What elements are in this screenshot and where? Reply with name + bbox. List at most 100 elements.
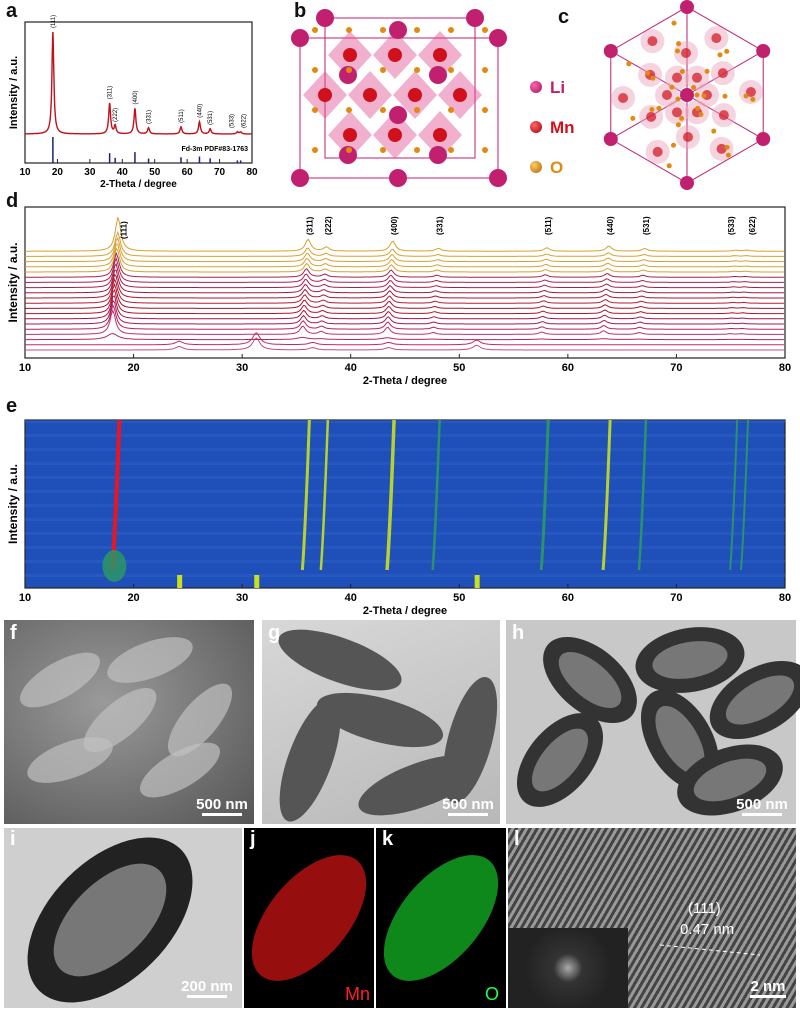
hrtem-spacing-label: 0.47 nm [680,921,735,938]
x-tick-label: 10 [19,167,31,178]
xrd-trace [25,256,784,283]
map-label-o: O [485,984,500,1004]
li-atom [466,9,484,27]
panel-label-l: l [514,828,520,850]
peak-label: (531) [642,216,651,235]
peak-label: (511) [179,109,185,123]
o-atom [448,27,454,33]
o-atom [482,147,488,153]
o-atom [448,107,454,113]
o-atom [698,112,704,118]
li-atom [680,0,694,14]
peak-label: (440) [197,104,203,118]
xrd-trace [25,295,784,320]
sem-particle [107,637,193,683]
mn-atom [433,128,447,142]
peak-label: (331) [147,110,153,124]
panel-label-e: e [6,395,18,417]
peak-label: (311) [108,86,114,100]
peak-label: (111) [119,221,128,239]
hollow-core [531,728,589,792]
crystal-structure-c [603,0,771,190]
li-atom [489,169,507,187]
o-atom [724,144,730,150]
peak-label: (111) [51,15,57,28]
li-atom [603,44,618,58]
spacing-marker [659,944,761,956]
xrd-trace [25,337,784,351]
li-atom [429,66,447,84]
peak-label: (511) [544,216,553,235]
li-atom [291,169,309,187]
heatmap-band [25,448,785,451]
x-tick-label: 70 [214,167,226,178]
peak-label: (531) [208,111,214,125]
heatmap-peak-streak [637,419,648,571]
heatmap-band [25,574,785,577]
li-atom [389,169,407,187]
o-atom [649,106,655,112]
peak-label: (400) [390,216,399,235]
li-atom [339,66,357,84]
peak-label: (622) [242,114,248,128]
mn-atom [652,146,663,157]
mn-atom [343,48,357,62]
heatmap-peak-streak [740,419,749,571]
peak-label: (222) [113,108,119,122]
hollow-core [558,651,622,709]
crystal-structure-b [291,9,507,187]
mn-atom [662,90,672,100]
panel-label-f: f [10,622,17,644]
o-atom [724,48,730,54]
o-atom [725,152,731,158]
heatmap-minor-peak [474,575,480,588]
o-atom [656,105,662,111]
x-tick-label: 40 [345,592,357,604]
mn-atom [647,36,658,47]
heatmap-minor-peak [254,575,260,588]
x-tick-label: 30 [84,167,96,178]
hollow-core [725,675,795,725]
o-atom [675,48,681,54]
legend-mn: Mn [550,118,575,137]
li-atom [339,146,357,164]
panel-label-c: c [558,6,570,28]
sem-particle [83,687,157,753]
scale-bar-l: 2 nm [746,978,790,998]
o-atom [380,67,386,73]
heatmap-peak-streak [601,419,612,571]
xrd-trace [25,303,784,330]
o-atom [666,163,672,169]
x-tick-label: 10 [19,592,31,604]
heatmap-peak-blob [102,550,127,582]
li-atom [756,132,771,146]
xrd-trace [25,217,784,252]
hollow-core [655,705,705,775]
xrd-trace [25,273,784,299]
mn-atom [717,68,728,79]
xrd-trace [25,230,784,257]
o-atom [482,67,488,73]
xrd-trace [25,332,784,346]
hrtem-plane-label: (111) [688,900,721,917]
x-axis-label: 2-Theta / degree [100,179,177,190]
o-atom [482,27,488,33]
element-legend: Li Mn O [530,68,575,188]
heatmap-band [25,504,785,507]
hollow-core [652,641,728,679]
x-tick-label: 50 [453,362,465,374]
o-atom [346,67,352,73]
reference-label: Fd-3m PDF#83-1763 [181,146,248,153]
li-atom-icon [530,81,542,93]
o-atom [711,128,717,134]
mn-atom [318,88,332,102]
x-tick-label: 50 [453,592,465,604]
peak-label: (222) [324,216,333,235]
o-atom [448,67,454,73]
scale-bar-h: 500 nm [732,796,792,816]
x-tick-label: 40 [117,167,129,178]
o-atom [626,61,632,67]
xrd-trace [25,288,784,315]
li-atom [316,9,334,27]
